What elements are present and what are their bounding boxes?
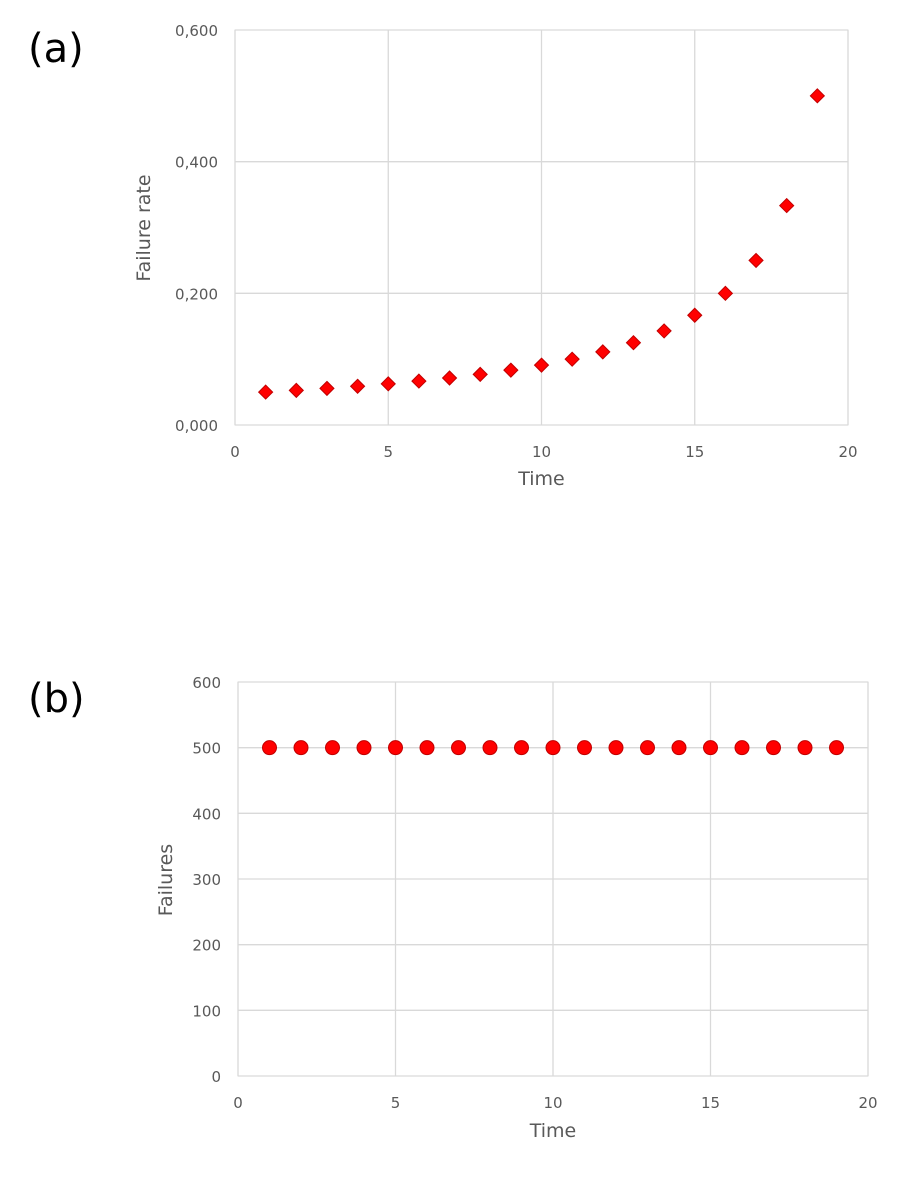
- data-point: [257, 384, 274, 400]
- y-tick-label: 0,600: [175, 22, 218, 40]
- data-point: [388, 740, 403, 756]
- data-point: [656, 323, 672, 339]
- x-axis-label: Time: [517, 468, 565, 490]
- data-point: [319, 380, 335, 397]
- data-point: [608, 740, 624, 756]
- data-point: [482, 740, 498, 756]
- panel-label: (b): [28, 676, 85, 722]
- x-tick-label: 15: [701, 1094, 720, 1112]
- data-point: [809, 88, 826, 104]
- data-point: [419, 740, 435, 756]
- y-tick-label: 100: [192, 1002, 221, 1020]
- data-point: [545, 740, 561, 756]
- data-point: [514, 740, 529, 756]
- data-point: [356, 740, 372, 756]
- data-point: [577, 740, 592, 756]
- data-point: [380, 376, 396, 392]
- x-axis-label: Time: [529, 1120, 577, 1142]
- data-point: [451, 740, 466, 756]
- data-point: [717, 285, 734, 302]
- y-axis-label: Failure rate: [133, 174, 155, 281]
- data-point: [472, 366, 488, 383]
- data-point: [766, 740, 781, 756]
- data-point: [441, 370, 458, 386]
- y-tick-label: 600: [192, 674, 221, 692]
- data-point: [349, 378, 366, 394]
- data-point: [564, 351, 580, 367]
- data-point: [703, 740, 718, 756]
- data-point: [411, 373, 427, 389]
- data-point: [625, 335, 642, 351]
- x-tick-label: 20: [838, 443, 857, 461]
- x-tick-label: 20: [858, 1094, 877, 1112]
- y-tick-label: 400: [192, 805, 221, 823]
- y-axis-label: Failures: [155, 844, 177, 916]
- data-point: [533, 357, 550, 373]
- data-point: [640, 740, 655, 756]
- data-point: [829, 740, 844, 756]
- x-tick-label: 0: [233, 1094, 243, 1112]
- x-tick-label: 10: [543, 1094, 562, 1112]
- x-tick-label: 5: [391, 1094, 401, 1112]
- data-point: [671, 740, 687, 756]
- panel-label: (a): [28, 26, 84, 72]
- y-tick-label: 0,200: [175, 285, 218, 303]
- data-point: [262, 740, 277, 756]
- y-tick-label: 500: [192, 740, 221, 758]
- x-tick-label: 5: [383, 443, 393, 461]
- data-point: [293, 740, 309, 756]
- data-point: [595, 344, 611, 360]
- y-tick-label: 300: [192, 871, 221, 889]
- x-tick-label: 0: [230, 443, 240, 461]
- data-point: [748, 252, 764, 269]
- x-tick-label: 10: [532, 443, 551, 461]
- data-point: [288, 382, 305, 399]
- y-tick-label: 0,400: [175, 154, 218, 172]
- data-point: [325, 740, 340, 756]
- x-tick-label: 15: [685, 443, 704, 461]
- data-point: [734, 740, 750, 756]
- y-tick-label: 0,000: [175, 417, 218, 435]
- data-point: [687, 307, 703, 323]
- y-tick-label: 0: [211, 1068, 221, 1086]
- y-tick-label: 200: [192, 937, 221, 955]
- data-point: [797, 740, 813, 756]
- data-point: [778, 197, 795, 214]
- data-point: [503, 362, 519, 378]
